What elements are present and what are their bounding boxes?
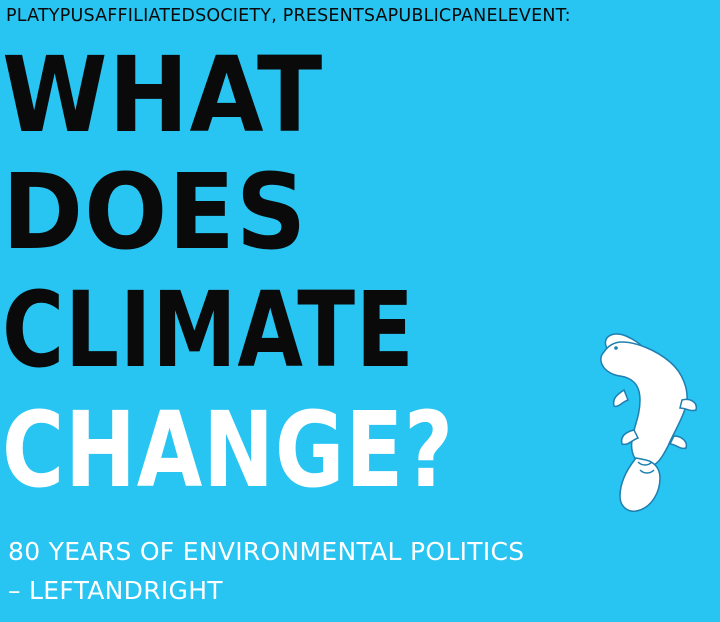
title-line-1: WHAT bbox=[2, 34, 324, 156]
title-line-3: CLIMATE bbox=[2, 269, 415, 391]
title-line-4: CHANGE? bbox=[2, 389, 455, 511]
title-line-2: DOES bbox=[2, 151, 308, 273]
subtitle-line-1: 80 YEARS OF ENVIRONMENTAL POLITICS bbox=[8, 537, 525, 566]
platypus-icon bbox=[600, 333, 698, 512]
subtitle-line-2: – LEFTANDRIGHT bbox=[8, 576, 223, 605]
presenter-line: PLATYPUSAFFILIATEDSOCIETY, PRESENTSAPUBL… bbox=[6, 6, 571, 26]
